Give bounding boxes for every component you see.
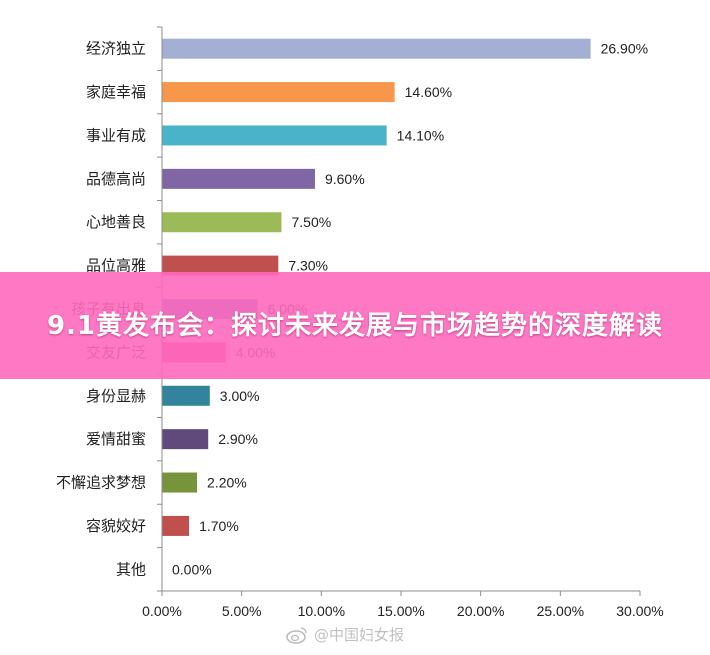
- headline-banner: 9.1黄发布会：探讨未来发展与市场趋势的深度解读: [0, 272, 710, 379]
- bar-5: [162, 212, 282, 233]
- bar-10: [162, 429, 209, 450]
- bar-6: [162, 255, 279, 276]
- category-label: 事业有成: [86, 126, 146, 144]
- category-label: 品德高尚: [86, 170, 146, 188]
- x-tick-label: 0.00%: [142, 603, 182, 619]
- category-label: 身份显赫: [86, 387, 146, 405]
- watermark-text: @中国妇女报: [314, 626, 405, 644]
- x-tick-label: 30.00%: [616, 603, 663, 619]
- value-label: 7.30%: [288, 258, 328, 274]
- bar-2: [162, 82, 395, 103]
- x-tick-label: 25.00%: [537, 603, 584, 619]
- category-label: 家庭幸福: [86, 83, 146, 101]
- bar-3: [162, 125, 387, 146]
- value-label: 9.60%: [325, 171, 365, 187]
- value-label: 0.00%: [172, 561, 212, 577]
- category-label: 其他: [116, 560, 146, 578]
- category-label: 不懈追求梦想: [56, 474, 146, 492]
- value-label: 26.90%: [601, 41, 648, 57]
- x-tick-label: 20.00%: [457, 603, 504, 619]
- banner-title: 9.1黄发布会：探讨未来发展与市场趋势的深度解读: [46, 310, 664, 341]
- value-label: 7.50%: [292, 214, 332, 230]
- bar-4: [162, 168, 315, 189]
- category-label: 经济独立: [86, 40, 146, 58]
- bar-11: [162, 472, 198, 493]
- category-label: 容貌姣好: [86, 517, 146, 535]
- category-label: 心地善良: [86, 213, 146, 231]
- x-tick-label: 10.00%: [298, 603, 345, 619]
- x-tick-label: 5.00%: [222, 603, 262, 619]
- category-label: 爱情甜蜜: [86, 430, 146, 448]
- value-label: 2.90%: [218, 431, 258, 447]
- x-tick-label: 15.00%: [377, 603, 424, 619]
- value-label: 1.70%: [199, 518, 239, 534]
- bar-9: [162, 385, 210, 406]
- bar-1: [162, 38, 591, 59]
- value-label: 2.20%: [207, 475, 247, 491]
- value-label: 14.60%: [405, 84, 452, 100]
- value-label: 3.00%: [220, 388, 260, 404]
- value-label: 14.10%: [397, 127, 444, 143]
- weibo-icon: [286, 626, 307, 644]
- bar-12: [162, 515, 190, 536]
- watermark: @中国妇女报: [286, 624, 404, 645]
- category-label: 品位高雅: [86, 257, 146, 275]
